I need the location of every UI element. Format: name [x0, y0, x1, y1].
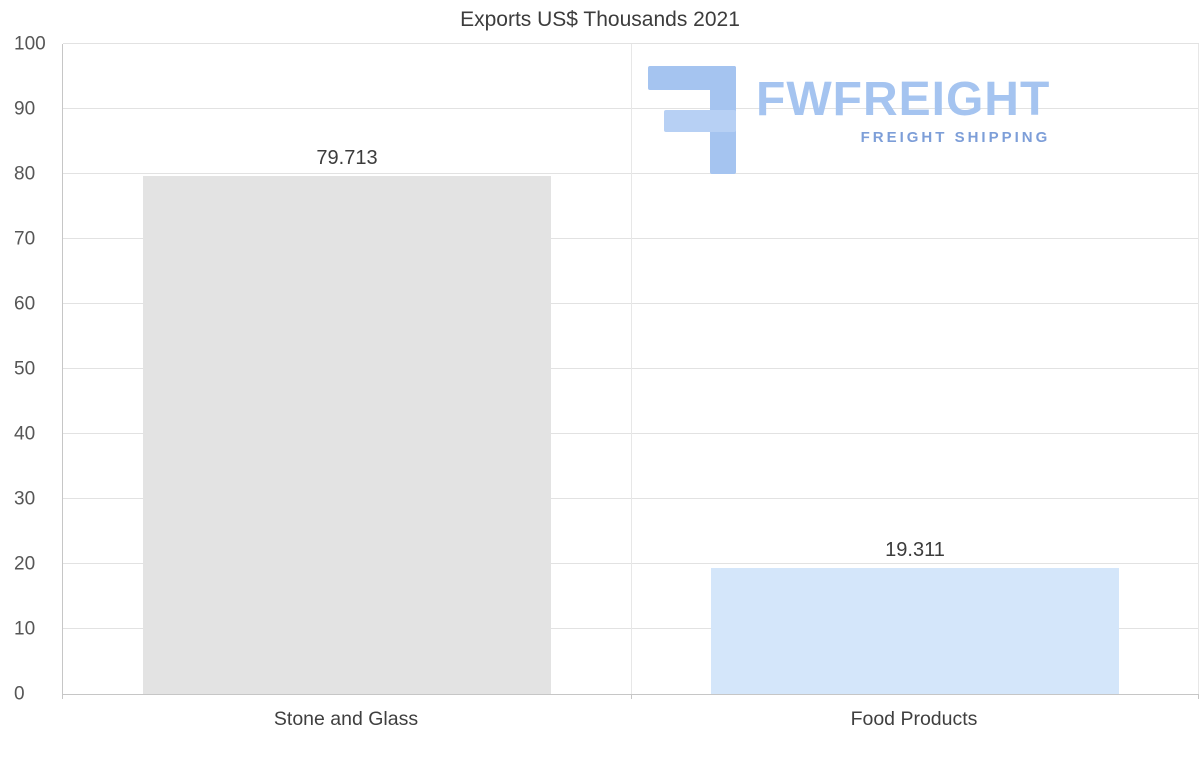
fwfreight-logo-text: FWFREIGHT FREIGHT SHIPPING	[756, 73, 1051, 146]
x-axis-label-food-products: Food Products	[850, 708, 978, 730]
fwfreight-logo-icon	[648, 66, 736, 174]
x-axis-tick	[631, 694, 632, 699]
y-tick-label: 0	[14, 683, 25, 705]
chart-title: Exports US$ Thousands 2021	[460, 8, 740, 31]
fwfreight-tagline: FREIGHT SHIPPING	[860, 129, 1051, 146]
fwfreight-brand-name: FWFREIGHT	[756, 73, 1051, 126]
y-tick-label: 90	[14, 98, 36, 120]
bar-value-label: 79.713	[316, 146, 378, 169]
plot-area: 79.713 19.311	[62, 43, 1199, 699]
y-tick-label: 20	[14, 553, 36, 575]
gridline	[63, 43, 1199, 44]
bar-value-label: 19.311	[885, 539, 945, 562]
y-tick-label: 100	[14, 33, 46, 55]
x-axis-labels: Stone and Glass Food Products	[62, 708, 1198, 731]
bar-column-food-products: 19.311	[631, 44, 1199, 694]
category-separator-gridline	[631, 44, 632, 694]
y-tick-label: 10	[14, 618, 36, 640]
fwfreight-watermark: FWFREIGHT FREIGHT SHIPPING	[648, 66, 1050, 174]
y-tick-label: 60	[14, 293, 36, 315]
right-edge-gridline	[1198, 44, 1199, 694]
y-tick-label: 50	[14, 358, 36, 380]
y-tick-label: 70	[14, 228, 36, 250]
x-axis-label-stone-and-glass: Stone and Glass	[273, 708, 419, 730]
x-axis-tick	[62, 694, 63, 699]
y-tick-label: 80	[14, 163, 36, 185]
bar-stone-and-glass	[143, 175, 551, 694]
y-tick-label: 30	[14, 488, 36, 510]
y-axis: 0 10 20 30 40 50 60 70 80 90 100	[0, 35, 60, 704]
bar-food-products	[711, 568, 1119, 694]
y-tick-label: 40	[14, 423, 36, 445]
bar-column-stone-and-glass: 79.713	[63, 44, 631, 694]
x-axis-tick	[1198, 694, 1199, 699]
